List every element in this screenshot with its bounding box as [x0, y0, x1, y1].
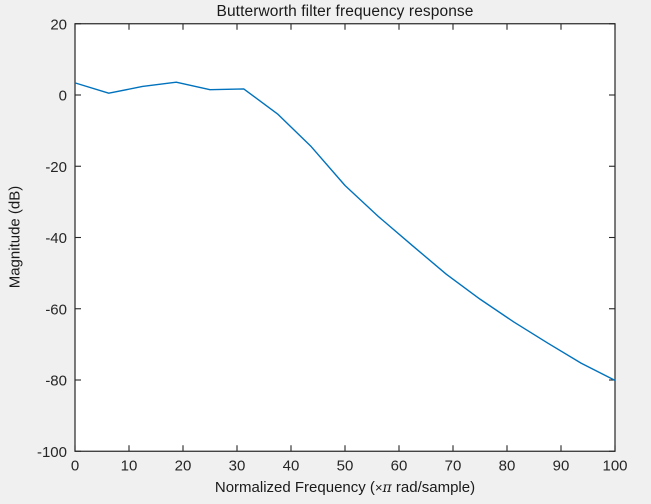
x-tick-label: 10	[121, 457, 138, 474]
x-tick-label: 60	[391, 457, 408, 474]
response-curve	[74, 81, 616, 381]
x-tick-label: 0	[71, 457, 79, 474]
x-tick-label: 70	[445, 457, 462, 474]
axes-box	[74, 23, 616, 452]
x-tick-label: 80	[499, 457, 516, 474]
y-tick-label: -40	[45, 230, 67, 247]
x-axis-label-text: Normalized Frequency (	[214, 479, 375, 496]
y-tick-label: -60	[45, 301, 67, 318]
x-axis-label-text: rad/sample)	[391, 479, 476, 496]
x-tick-label: 40	[283, 457, 300, 474]
chart-title: Butterworth filter frequency response	[216, 3, 474, 20]
x-axis-label: Normalized Frequency (×π rad/sample)	[75, 479, 615, 496]
x-tick-label: 30	[229, 457, 246, 474]
y-tick-label: 0	[59, 88, 67, 105]
y-tick-label: 20	[50, 16, 67, 33]
x-tick-label: 20	[175, 457, 192, 474]
y-axis-label: Magnitude (dB)	[6, 185, 24, 289]
times-symbol: ×	[374, 480, 383, 495]
x-tick-label: 50	[337, 457, 354, 474]
x-tick-label: 100	[602, 457, 627, 474]
plot-area	[75, 23, 615, 452]
y-tick-label: -80	[45, 373, 67, 390]
x-tick-label: 90	[553, 457, 570, 474]
y-tick-label: -100	[37, 444, 67, 461]
pi-symbol: π	[382, 480, 392, 496]
y-tick-label: -20	[45, 159, 67, 176]
